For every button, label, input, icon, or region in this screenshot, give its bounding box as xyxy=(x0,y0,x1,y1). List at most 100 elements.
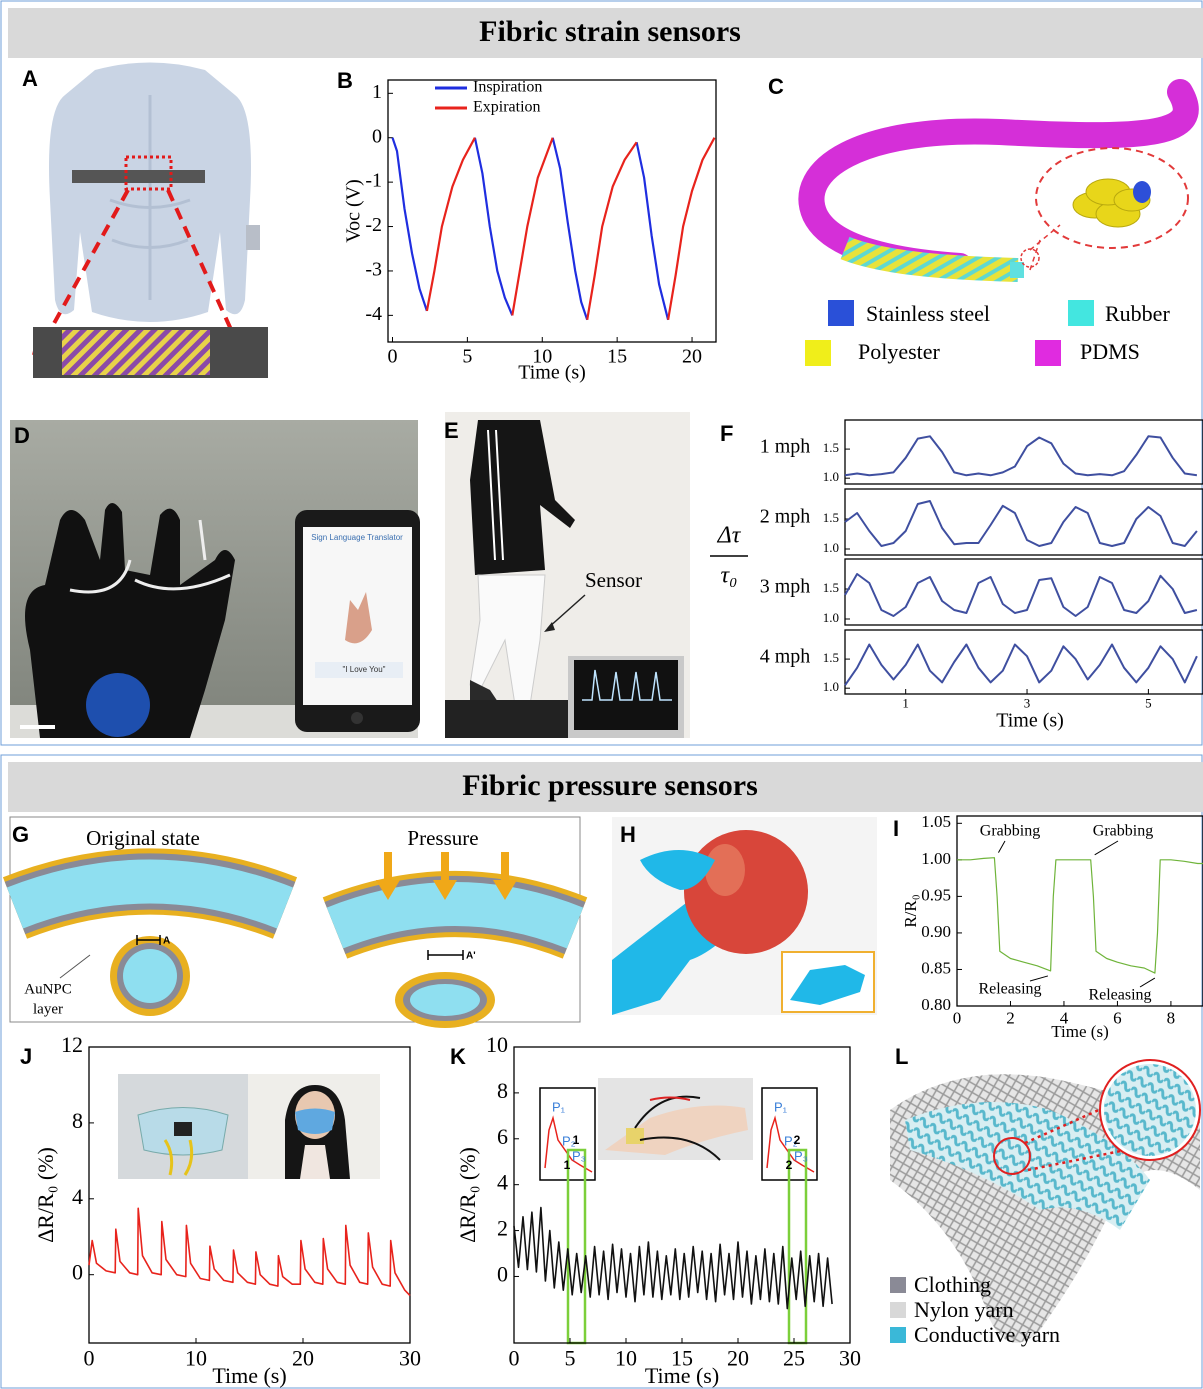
annotation: Releasing xyxy=(978,981,1041,998)
x-tick-label: 6 xyxy=(1113,1009,1122,1028)
x-tick-label: 1 xyxy=(902,695,909,710)
y-tick-label: 1.5 xyxy=(823,440,839,455)
x-axis-label: Time (s) xyxy=(212,1363,286,1388)
annotation-arrow xyxy=(1095,841,1118,855)
y-tick-label: 1.5 xyxy=(823,650,839,665)
x-tick-label: 5 xyxy=(462,346,472,368)
panel-label: E xyxy=(444,418,459,443)
inset-label: 2 xyxy=(786,1158,793,1172)
plot-frame xyxy=(845,630,1203,694)
annotation-arrow xyxy=(998,841,1005,853)
y-axis-label: ΔR/R₀ (%) xyxy=(455,1147,480,1243)
y-tick-label: 6 xyxy=(497,1124,508,1149)
y-tick-label: 1.05 xyxy=(921,812,951,831)
annotation-arrow xyxy=(1140,978,1155,987)
y-tick-label: 12 xyxy=(61,1032,83,1057)
x-tick-label: 20 xyxy=(727,1346,749,1371)
x-tick-label: 10 xyxy=(185,1346,207,1371)
legend-label: Rubber xyxy=(1105,301,1170,326)
data-line xyxy=(845,436,1197,475)
subplot-label: 4 mph xyxy=(760,646,811,668)
panel-label: A xyxy=(22,66,38,91)
y-tick-label: -4 xyxy=(365,303,382,325)
annotation: Grabbing xyxy=(1093,823,1153,840)
apple-photo xyxy=(612,817,877,1015)
y-tick-label: 1.5 xyxy=(823,510,839,525)
y-tick-label: 0.85 xyxy=(921,958,951,977)
glove-photo xyxy=(10,420,420,738)
y-axis-label: R/R₀ xyxy=(901,894,920,927)
app-caption: "I Love You" xyxy=(342,665,385,674)
y-axis-label: Voc (V) xyxy=(343,179,365,243)
panel-label: I xyxy=(893,816,899,841)
x-tick-label: 0 xyxy=(84,1346,95,1371)
panel-label: H xyxy=(620,822,636,847)
x-tick-label: 30 xyxy=(399,1346,421,1371)
legend-label: Polyester xyxy=(858,339,941,364)
subplot-label: 3 mph xyxy=(760,576,811,598)
data-line xyxy=(427,138,715,320)
peak-label: P₁ xyxy=(774,1099,788,1114)
data-line xyxy=(845,574,1197,616)
subplot-label: 1 mph xyxy=(760,436,811,458)
walking-photo xyxy=(445,412,690,738)
highlight-label: 2 xyxy=(794,1133,801,1147)
x-axis-label: Time (s) xyxy=(996,710,1064,732)
data-line xyxy=(89,1208,410,1295)
legend-label: Nylon yarn xyxy=(914,1297,1014,1322)
y-tick-label: 2 xyxy=(497,1216,508,1241)
y-tick-label: 0.90 xyxy=(921,922,951,941)
x-axis-label: Time (s) xyxy=(645,1363,719,1388)
x-tick-label: 25 xyxy=(783,1346,805,1371)
x-tick-label: 20 xyxy=(682,346,702,368)
layer-label: layer xyxy=(33,1001,63,1017)
mask-photo xyxy=(118,1074,380,1179)
panel-label: L xyxy=(895,1044,908,1069)
legend-label: Conductive yarn xyxy=(914,1322,1060,1347)
peak-label: P₃ xyxy=(794,1148,808,1163)
x-tick-label: 2 xyxy=(1006,1009,1015,1028)
x-tick-label: 15 xyxy=(607,346,627,368)
y-tick-label: 4 xyxy=(497,1170,508,1195)
diagram-label: Original state xyxy=(86,826,200,850)
y-tick-label: -1 xyxy=(365,170,382,192)
legend-label: Stainless steel xyxy=(866,301,990,326)
layer-label: AuNPC xyxy=(24,981,72,997)
y-axis-label: Δτ xyxy=(717,523,742,549)
y-axis-label: ΔR/R₀ (%) xyxy=(33,1147,58,1243)
x-axis-label: Time (s) xyxy=(1051,1022,1108,1041)
annotation: Sensor xyxy=(585,568,642,592)
torso-illustration xyxy=(32,63,268,379)
app-title: Sign Language Translator xyxy=(311,533,403,542)
y-tick-label: 0 xyxy=(72,1260,83,1285)
annotation: Grabbing xyxy=(980,823,1040,840)
panel-label: C xyxy=(768,74,784,99)
gap-label: A xyxy=(163,936,170,947)
y-tick-label: 4 xyxy=(72,1184,83,1209)
legend-label: Clothing xyxy=(914,1272,991,1297)
y-tick-label: 0.95 xyxy=(921,885,951,904)
y-tick-label: 1 xyxy=(372,81,382,103)
y-tick-label: 1.5 xyxy=(823,580,839,595)
y-tick-label: 1.0 xyxy=(823,679,839,694)
peak-label: P₃ xyxy=(572,1148,586,1163)
section-title: Fibric pressure sensors xyxy=(462,769,758,802)
y-axis-label: τ₀ xyxy=(721,563,738,589)
x-tick-label: 20 xyxy=(292,1346,314,1371)
y-tick-label: 1.00 xyxy=(921,849,951,868)
highlight-label: 1 xyxy=(573,1133,580,1147)
panel-label: G xyxy=(12,822,29,847)
data-line xyxy=(845,501,1197,546)
x-tick-label: 3 xyxy=(1024,695,1031,710)
data-line xyxy=(845,645,1197,686)
x-axis-label: Time (s) xyxy=(518,362,586,384)
wrist-photo xyxy=(598,1078,753,1160)
legend-label: Inspiration xyxy=(473,79,542,96)
peak-label: P₁ xyxy=(552,1099,566,1114)
diagram-label: Pressure xyxy=(407,826,478,850)
x-tick-label: 5 xyxy=(1145,695,1152,710)
y-tick-label: -2 xyxy=(365,214,382,236)
data-line xyxy=(514,1208,832,1309)
data-line xyxy=(393,138,669,320)
y-tick-label: 0 xyxy=(372,125,382,147)
